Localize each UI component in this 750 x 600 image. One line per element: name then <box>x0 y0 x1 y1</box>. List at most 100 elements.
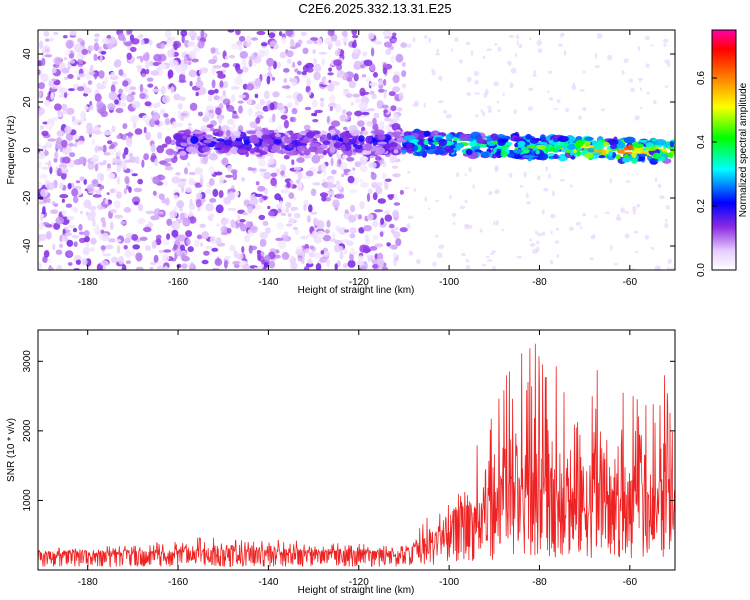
heatmap-cell <box>95 224 100 233</box>
heatmap-cell <box>525 133 532 140</box>
heatmap-cell <box>64 125 72 135</box>
heatmap-cell <box>311 99 318 108</box>
heatmap-cell <box>131 91 136 96</box>
heatmap-cell <box>652 99 657 105</box>
heatmap-cell <box>516 255 522 259</box>
heatmap-cell <box>536 40 542 46</box>
heatmap-cell <box>150 261 157 266</box>
heatmap-cell <box>178 73 186 82</box>
heatmap-cell <box>147 221 152 227</box>
heatmap-cell <box>291 159 295 166</box>
heatmap-cell <box>193 32 197 38</box>
heatmap-cell <box>269 41 277 47</box>
heatmap-cell <box>211 79 216 89</box>
heatmap-cell <box>123 188 127 195</box>
heatmap-cell <box>434 52 441 56</box>
heatmap-cell <box>400 42 408 48</box>
heatmap-cell <box>38 200 45 205</box>
heatmap-cell <box>491 250 496 254</box>
heatmap-cell <box>286 58 292 64</box>
heatmap-cell <box>61 198 65 203</box>
heatmap-cell <box>292 61 296 68</box>
heatmap-cell <box>223 196 231 205</box>
heatmap-cell <box>638 153 648 157</box>
heatmap-cell <box>164 118 171 126</box>
heatmap-cell <box>465 258 470 263</box>
heatmap-cell <box>181 263 188 269</box>
heatmap-cell <box>427 138 432 142</box>
heatmap-cell <box>46 197 51 203</box>
heatmap-cell <box>301 75 308 79</box>
heatmap-cell <box>118 88 123 95</box>
heatmap-cell <box>474 92 481 95</box>
heatmap-cell <box>213 65 222 69</box>
heatmap-cell <box>466 76 472 83</box>
heatmap-cell <box>407 170 411 174</box>
heatmap-cell <box>325 190 335 194</box>
heatmap-cell <box>313 252 321 259</box>
heatmap-cell <box>363 59 373 67</box>
heatmap-cell <box>396 138 407 143</box>
heatmap-cell <box>205 111 210 116</box>
heatmap-cell <box>346 111 353 116</box>
heatmap-cell <box>609 178 612 184</box>
heatmap-cell <box>259 99 266 106</box>
heatmap-cell <box>139 92 146 100</box>
heatmap-cell <box>360 64 365 69</box>
heatmap-cell <box>234 76 243 86</box>
heatmap-cell <box>501 228 505 232</box>
heatmap-cell <box>44 99 50 107</box>
heatmap-cell <box>670 267 675 270</box>
heatmap-cell <box>557 135 569 143</box>
heatmap-cell <box>55 140 62 150</box>
heatmap-cell <box>272 113 276 123</box>
heatmap-cell <box>659 156 666 162</box>
heatmap-cell <box>358 135 365 143</box>
heatmap-cell <box>663 43 667 47</box>
heatmap-cell <box>88 71 96 76</box>
heatmap-cell <box>375 156 382 161</box>
heatmap-cell <box>274 133 281 138</box>
heatmap-cell <box>350 247 355 255</box>
heatmap-cell <box>164 39 174 47</box>
heatmap-cell <box>150 143 156 153</box>
heatmap-cell <box>354 214 359 218</box>
heatmap-cell <box>268 32 276 39</box>
heatmap-cell <box>579 89 585 92</box>
heatmap-cell <box>64 57 68 61</box>
heatmap-cell <box>428 207 431 210</box>
heatmap-cell <box>175 139 181 147</box>
heatmap-cell <box>69 152 76 158</box>
heatmap-cell <box>196 192 203 200</box>
heatmap-cell <box>305 131 315 139</box>
heatmap-cell <box>240 223 247 232</box>
heatmap-cell <box>494 165 499 172</box>
heatmap-cell <box>90 64 94 74</box>
heatmap-cell <box>166 233 171 240</box>
heatmap-cell <box>349 253 354 261</box>
heatmap-cell <box>532 74 537 77</box>
heatmap-cell <box>528 87 534 92</box>
heatmap-cell <box>202 116 210 123</box>
heatmap-cell <box>385 178 392 182</box>
heatmap-cell <box>186 238 191 246</box>
heatmap-cell <box>337 245 344 252</box>
heatmap-cell <box>87 80 93 85</box>
heatmap-cell <box>353 60 362 70</box>
heatmap-cell <box>383 89 388 93</box>
heatmap-cell <box>108 37 117 45</box>
heatmap-cell <box>196 234 203 240</box>
heatmap-cell <box>249 121 258 129</box>
heatmap-cell <box>286 50 294 58</box>
heatmap-cell <box>360 91 370 96</box>
heatmap-cell <box>470 50 474 56</box>
heatmap-cell <box>257 265 262 270</box>
heatmap-cell <box>294 99 299 106</box>
heatmap-cell <box>81 258 88 266</box>
heatmap-cell <box>346 240 354 247</box>
heatmap-cell <box>271 76 276 81</box>
heatmap-cell <box>551 190 556 197</box>
heatmap-cell <box>623 58 629 64</box>
heatmap-cell <box>491 153 498 159</box>
